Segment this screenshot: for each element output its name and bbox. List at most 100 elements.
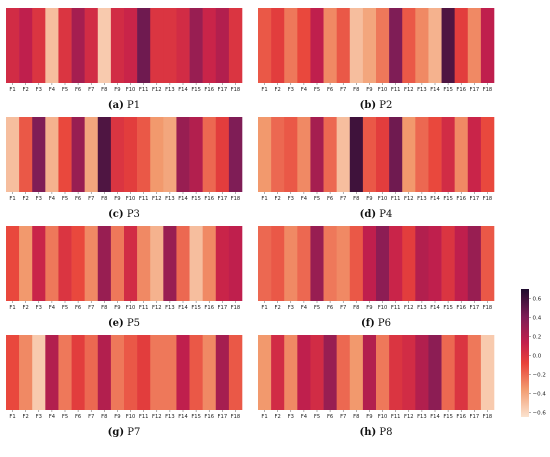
x-tick-label: F15 [443, 87, 453, 93]
heatmap-cell-p4-f10 [376, 117, 390, 192]
panel-caption: (e) P5 [108, 318, 140, 329]
x-tick-label: F9 [366, 87, 372, 93]
x-tick-label: F1 [9, 196, 15, 202]
heatmap-cell-p4-f16 [454, 117, 469, 192]
x-tick-label: F1 [9, 87, 15, 93]
heatmap-cell-p4-f2 [271, 117, 285, 192]
heatmap-cell-p8-f5 [310, 335, 324, 410]
heatmap-cell-p1-f13 [163, 8, 177, 83]
x-tick-label: F6 [75, 87, 81, 93]
x-tick-label: F7 [88, 414, 94, 420]
x-tick-label: F9 [114, 196, 120, 202]
x-tick-label: F17 [218, 414, 228, 420]
x-tick-label: F7 [340, 196, 346, 202]
x-tick-label: F3 [36, 305, 42, 311]
heatmap-cell-p6-f12 [402, 226, 416, 301]
x-tick-label: F11 [391, 305, 401, 311]
colorbar-tick-label: 0.0 [533, 353, 542, 359]
panel-caption: (a) P1 [108, 100, 140, 111]
x-tick-label: F9 [366, 305, 372, 311]
x-tick-label: F4 [49, 196, 56, 202]
panel-caption: (h) P8 [359, 427, 392, 438]
heatmap-cell-p7-f5 [58, 335, 72, 410]
heatmap-cell-p4-f15 [441, 117, 455, 192]
heatmap-cell-p1-f2 [19, 8, 33, 83]
x-tick-label: F9 [366, 414, 372, 420]
x-tick-label: F13 [417, 196, 427, 202]
heatmap-cell-p6-f15 [441, 226, 455, 301]
heatmap-cell-p2-f7 [336, 8, 351, 83]
heatmap-cell-p2-f18 [480, 8, 495, 83]
colorbar-tick-label: 0.6 [533, 296, 542, 302]
x-tick-label: F8 [353, 196, 359, 202]
x-tick-label: F18 [231, 305, 241, 311]
x-tick-label: F7 [340, 414, 346, 420]
panel-caption-letter: (g) [108, 427, 124, 438]
heatmap-cell-p1-f1 [6, 8, 20, 83]
x-tick-label: F9 [114, 305, 120, 311]
heatmap-cell-p2-f17 [467, 8, 482, 83]
x-tick-label: F3 [36, 196, 42, 202]
colorbar-tick-label: −0.6 [533, 410, 547, 416]
heatmap-cell-p5-f5 [58, 226, 72, 301]
colorbar-gradient [521, 289, 529, 417]
x-tick-label: F8 [353, 87, 359, 93]
x-tick-label: F13 [165, 196, 175, 202]
heatmap-cell-p2-f10 [376, 8, 390, 83]
heatmap-cell-p5-f16 [202, 226, 217, 301]
x-tick-label: F8 [101, 414, 107, 420]
heatmap-cell-p3-f8 [97, 117, 112, 192]
x-tick-label: F9 [114, 414, 120, 420]
panel-p3: F1 F2 F3 F4 F5 F6 F7 F8 F9 F10 F11 F12 F13 F14 F15 F16 F… [6, 117, 243, 220]
heatmap-cell-p8-f14 [428, 335, 442, 410]
heatmap-cell-p8-f16 [454, 335, 469, 410]
x-tick-label: F14 [430, 87, 440, 93]
x-tick-label: F4 [301, 305, 308, 311]
heatmap-cell-p4-f9 [362, 117, 377, 192]
panel-caption-name: P1 [124, 100, 140, 111]
heatmap-cell-p6-f7 [336, 226, 351, 301]
colorbar-tick-label: −0.4 [533, 391, 547, 397]
heatmap-cell-p7-f6 [71, 335, 85, 410]
heatmap-cell-p3-f5 [58, 117, 72, 192]
panel-p2: F1 F2 F3 F4 F5 F6 F7 F8 F9 F10 F11 F12 F13 F14 F15 F16 F… [258, 8, 495, 111]
panel-caption-name: P8 [376, 427, 392, 438]
x-tick-label: F18 [231, 414, 241, 420]
heatmap-cell-p7-f2 [19, 335, 33, 410]
heatmap-cell-p3-f14 [176, 117, 190, 192]
x-tick-label: F17 [470, 414, 480, 420]
x-tick-label: F15 [443, 305, 453, 311]
x-tick-label: F18 [483, 87, 493, 93]
heatmap-cell-p5-f13 [163, 226, 177, 301]
heatmap-cell-p7-f9 [110, 335, 125, 410]
x-tick-label: F15 [191, 305, 201, 311]
x-tick-label: F17 [218, 87, 228, 93]
heatmap-cell-p2-f5 [310, 8, 324, 83]
heatmap-cell-p1-f12 [150, 8, 164, 83]
x-tick-label: F11 [391, 414, 401, 420]
x-tick-label: F10 [378, 305, 388, 311]
x-tick-label: F13 [417, 87, 427, 93]
panel-caption-name: P2 [376, 100, 392, 111]
heatmap-cell-p8-f9 [362, 335, 377, 410]
heatmap-cell-p1-f16 [202, 8, 217, 83]
x-tick-label: F18 [483, 305, 493, 311]
heatmap-cell-p4-f13 [415, 117, 429, 192]
heatmap-cell-p5-f8 [97, 226, 112, 301]
heatmap-cell-p8-f12 [402, 335, 416, 410]
x-tick-label: F2 [23, 87, 29, 93]
heatmap-cell-p6-f2 [271, 226, 285, 301]
x-tick-label: F4 [301, 87, 308, 93]
x-tick-label: F7 [340, 305, 346, 311]
heatmap-cell-p8-f2 [271, 335, 285, 410]
x-tick-label: F14 [430, 305, 440, 311]
heatmap-cell-p2-f11 [389, 8, 403, 83]
panel-caption-name: P7 [124, 427, 140, 438]
x-tick-label: F6 [327, 87, 333, 93]
colorbar-tick-label: 0.2 [533, 334, 542, 340]
heatmap-cell-p3-f13 [163, 117, 177, 192]
panel-caption-letter: (b) [360, 100, 376, 111]
x-tick-label: F4 [301, 414, 308, 420]
x-tick-label: F2 [275, 87, 281, 93]
panel-p8: F1 F2 F3 F4 F5 F6 F7 F8 F9 F10 F11 F12 F13 F14 F15 F16 F… [258, 335, 495, 438]
